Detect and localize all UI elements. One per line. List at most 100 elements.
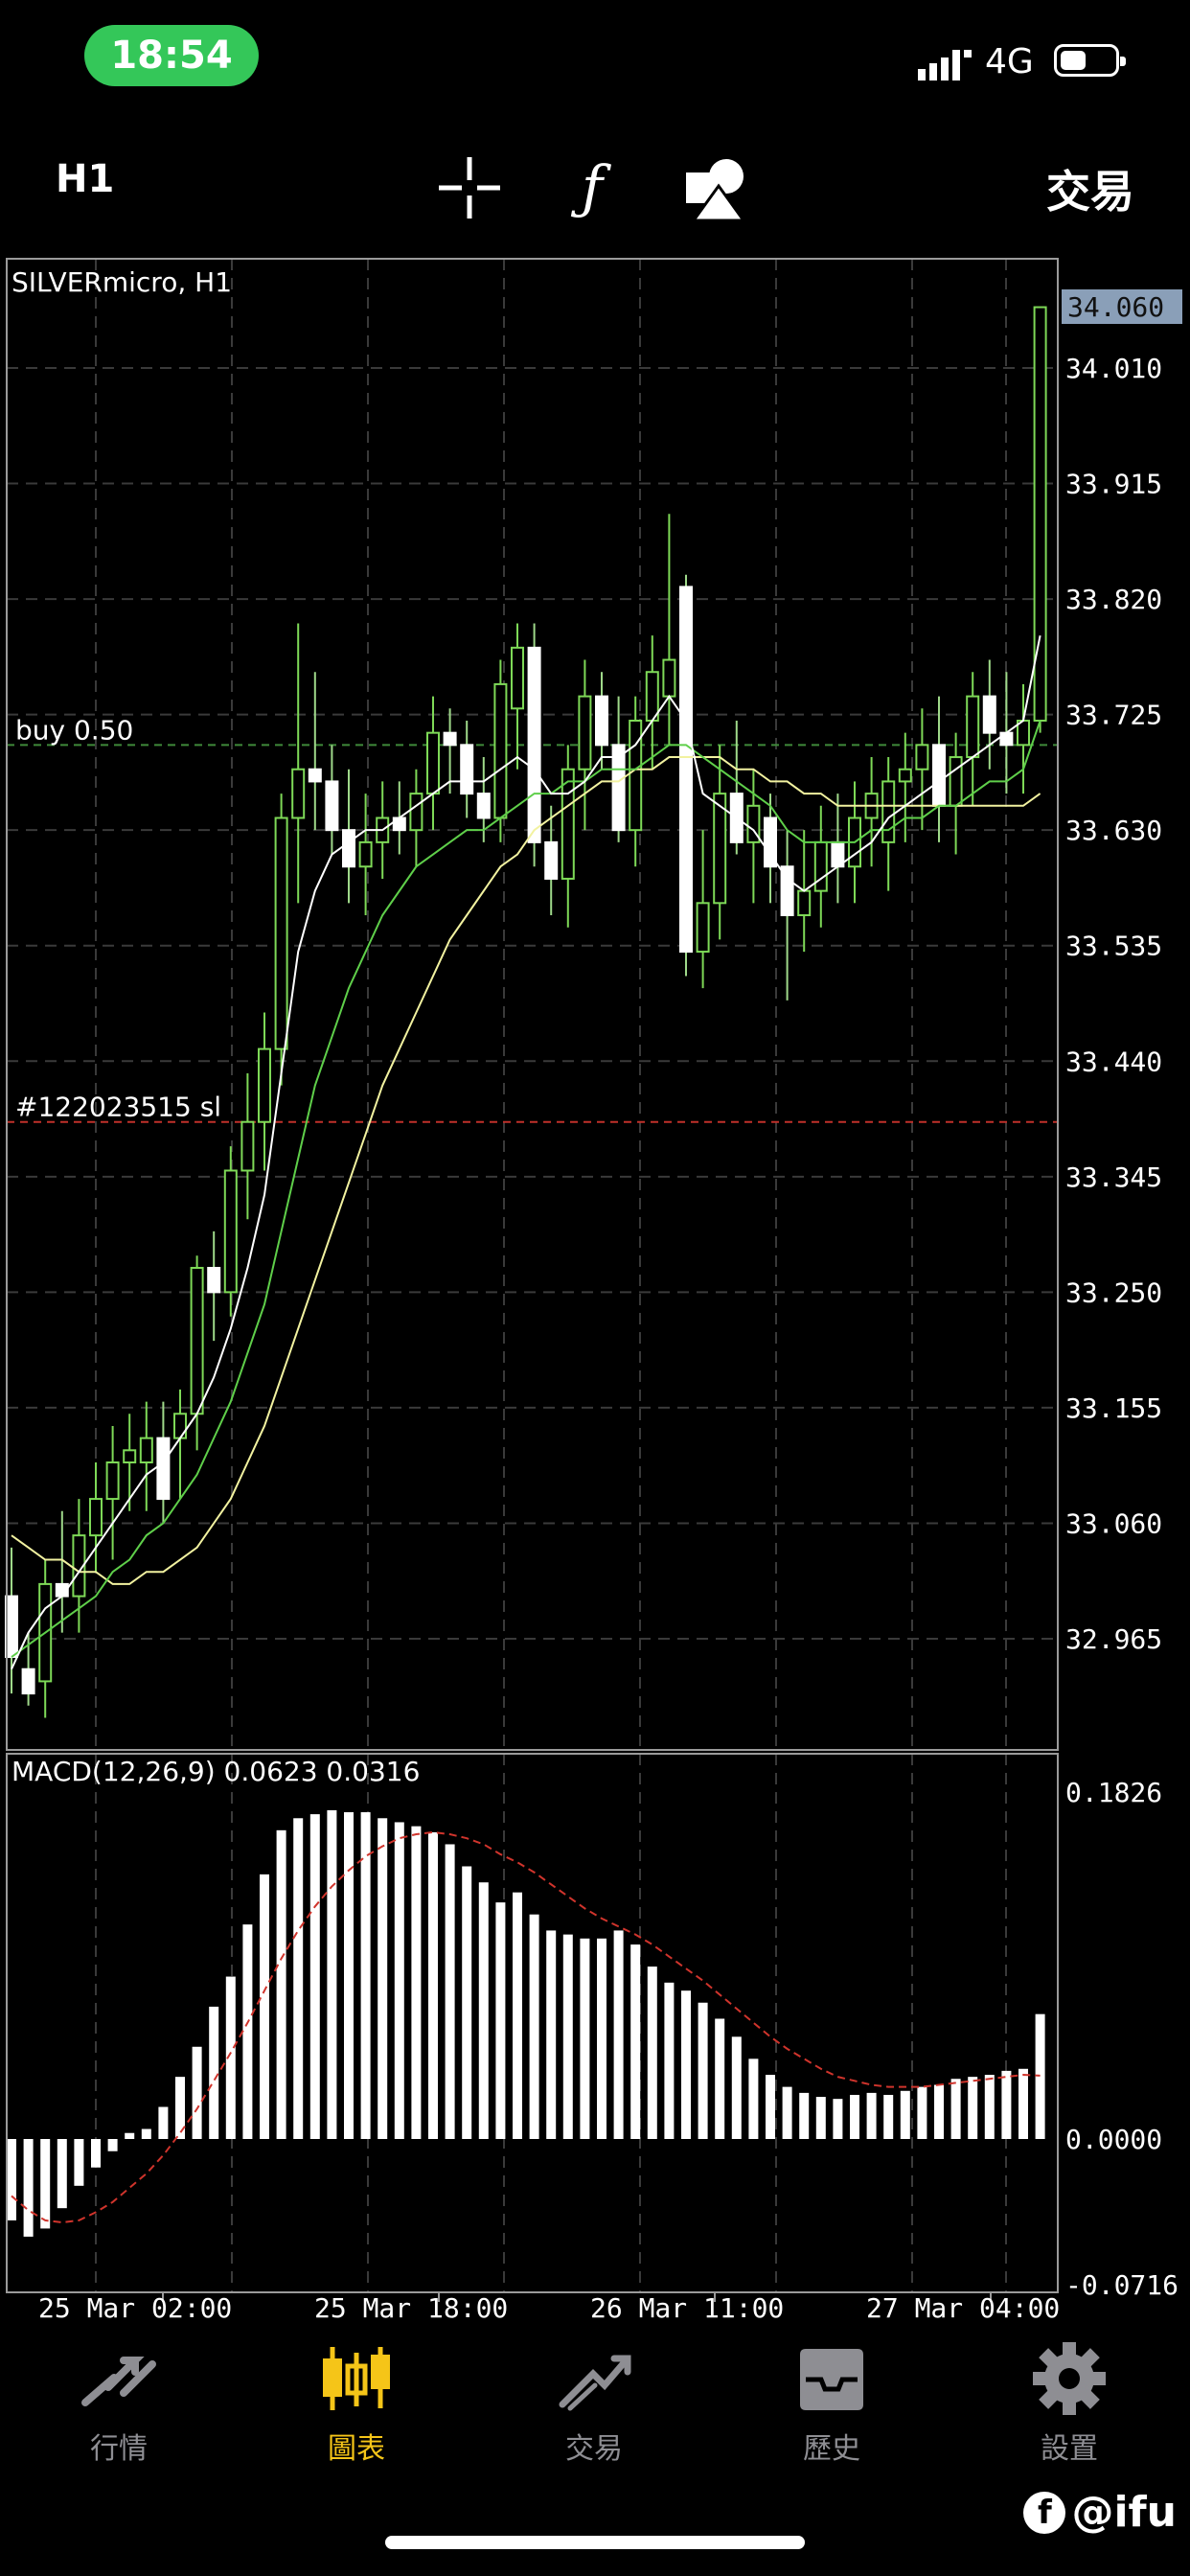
tab-label: 圖表	[328, 2432, 385, 2466]
macd-bar	[225, 1976, 236, 2139]
price-chart[interactable]: 34.010 33.915 33.820 33.725 33.630 33.535 33.4…	[0, 251, 1190, 2321]
candle	[308, 768, 322, 783]
candle	[966, 695, 980, 759]
candle	[190, 1266, 204, 1415]
candle	[72, 1534, 86, 1598]
candle	[561, 768, 575, 880]
macd-bar	[782, 2086, 792, 2139]
macd-bar	[107, 2139, 118, 2151]
macd-bar	[378, 1818, 388, 2139]
candle	[881, 780, 896, 843]
tab-history[interactable]: 歷史	[713, 2338, 950, 2472]
macd-bar	[309, 1814, 320, 2139]
macd-bar	[445, 1844, 455, 2139]
candle	[156, 1437, 171, 1501]
macd-axis: 0.1826 0.0000 -0.0716	[1065, 1777, 1179, 2301]
tab-settings[interactable]: 設置	[950, 2338, 1188, 2472]
candle	[21, 1668, 35, 1695]
moving-averages	[11, 634, 1041, 1670]
candle	[173, 1413, 187, 1439]
candle	[982, 695, 996, 734]
candle	[932, 744, 946, 807]
price-tick-label: 32.965	[1065, 1623, 1162, 1655]
candlestick-series	[5, 306, 1047, 1718]
macd-bar	[141, 2128, 151, 2139]
cellular-signal-icon	[918, 48, 975, 86]
indicators-button[interactable]: ƒ	[581, 154, 604, 221]
candle	[611, 744, 626, 832]
macd-bar	[1035, 2013, 1045, 2139]
macd-bar	[1018, 2068, 1028, 2139]
timeframe-button[interactable]: H1	[56, 157, 115, 201]
candle	[780, 865, 794, 917]
macd-bar	[91, 2139, 101, 2168]
macd-bar	[833, 2099, 843, 2139]
macd-bar	[192, 2046, 202, 2139]
price-tick-label: 34.010	[1065, 353, 1162, 384]
tab-quotes[interactable]: 行情	[0, 2338, 238, 2472]
candle	[949, 756, 963, 807]
candle	[493, 682, 508, 819]
candle	[797, 889, 812, 917]
macd-tick-label: -0.0716	[1065, 2269, 1179, 2301]
time-tick-label: 25 Mar 18:00	[314, 2292, 508, 2321]
price-tick-label: 33.630	[1065, 815, 1162, 846]
macd-bar	[1001, 2070, 1012, 2139]
trade-button[interactable]: 交易	[1046, 166, 1134, 218]
watermark-text: @ifu	[1071, 2488, 1177, 2537]
candle	[476, 793, 491, 819]
macd-bar	[7, 2139, 16, 2220]
candle	[89, 1498, 103, 1537]
price-tick-label: 33.060	[1065, 1507, 1162, 1539]
candle	[358, 840, 373, 868]
bottom-tab-bar: 行情 圖表 交易	[0, 2338, 1190, 2472]
macd-bar	[546, 1930, 557, 2139]
macd-bar	[681, 1990, 691, 2139]
macd-bar	[242, 1924, 253, 2139]
macd-bar	[529, 1914, 539, 2139]
macd-label: MACD(12,26,9) 0.0623 0.0316	[11, 1756, 420, 1787]
macd-bar	[613, 1930, 624, 2139]
candle	[713, 793, 727, 905]
price-tick-label: 33.820	[1065, 584, 1162, 615]
macd-bar	[344, 1812, 354, 2139]
candle	[223, 1169, 238, 1294]
history-icon	[713, 2338, 950, 2419]
candle	[578, 695, 592, 770]
tab-label: 行情	[90, 2432, 148, 2466]
candle	[764, 816, 777, 868]
price-tick-label: 33.345	[1065, 1162, 1162, 1193]
macd-bar	[883, 2094, 894, 2139]
macd-bar	[40, 2139, 51, 2229]
tab-chart[interactable]: 圖表	[238, 2338, 475, 2472]
macd-bar	[57, 2139, 67, 2209]
price-tick-label: 33.440	[1065, 1046, 1162, 1077]
macd-bar	[917, 2086, 927, 2139]
shapes-icon[interactable]	[682, 151, 755, 224]
price-tick-label: 33.535	[1065, 931, 1162, 962]
macd-bar	[327, 1809, 337, 2139]
macd-bar	[580, 1938, 590, 2139]
candle	[544, 840, 559, 880]
crosshair-icon[interactable]	[433, 151, 506, 224]
macd-bar	[293, 1818, 304, 2139]
candle	[325, 780, 339, 832]
price-axis: 34.010 33.915 33.820 33.725 33.630 33.535 33.4…	[1065, 353, 1162, 1655]
time-axis: 25 Mar 02:00 25 Mar 18:00 26 Mar 11:00 27 M…	[38, 2292, 1060, 2321]
macd-bar	[394, 1822, 404, 2139]
macd-bar	[209, 2006, 219, 2139]
macd-signal-line	[11, 1830, 1041, 2224]
candle	[460, 744, 474, 795]
macd-bar	[815, 2097, 826, 2139]
chart-frame	[6, 258, 1059, 1751]
tab-trade[interactable]: 交易	[475, 2338, 713, 2472]
price-tick-label: 33.915	[1065, 469, 1162, 500]
candle	[443, 731, 457, 747]
macd-bar	[158, 2106, 169, 2139]
quotes-icon	[0, 2338, 238, 2419]
macd-bar	[664, 1982, 675, 2139]
macd-bar	[23, 2139, 34, 2237]
candle	[258, 1047, 271, 1123]
current-price-badge	[1062, 289, 1182, 324]
candle	[527, 646, 541, 843]
